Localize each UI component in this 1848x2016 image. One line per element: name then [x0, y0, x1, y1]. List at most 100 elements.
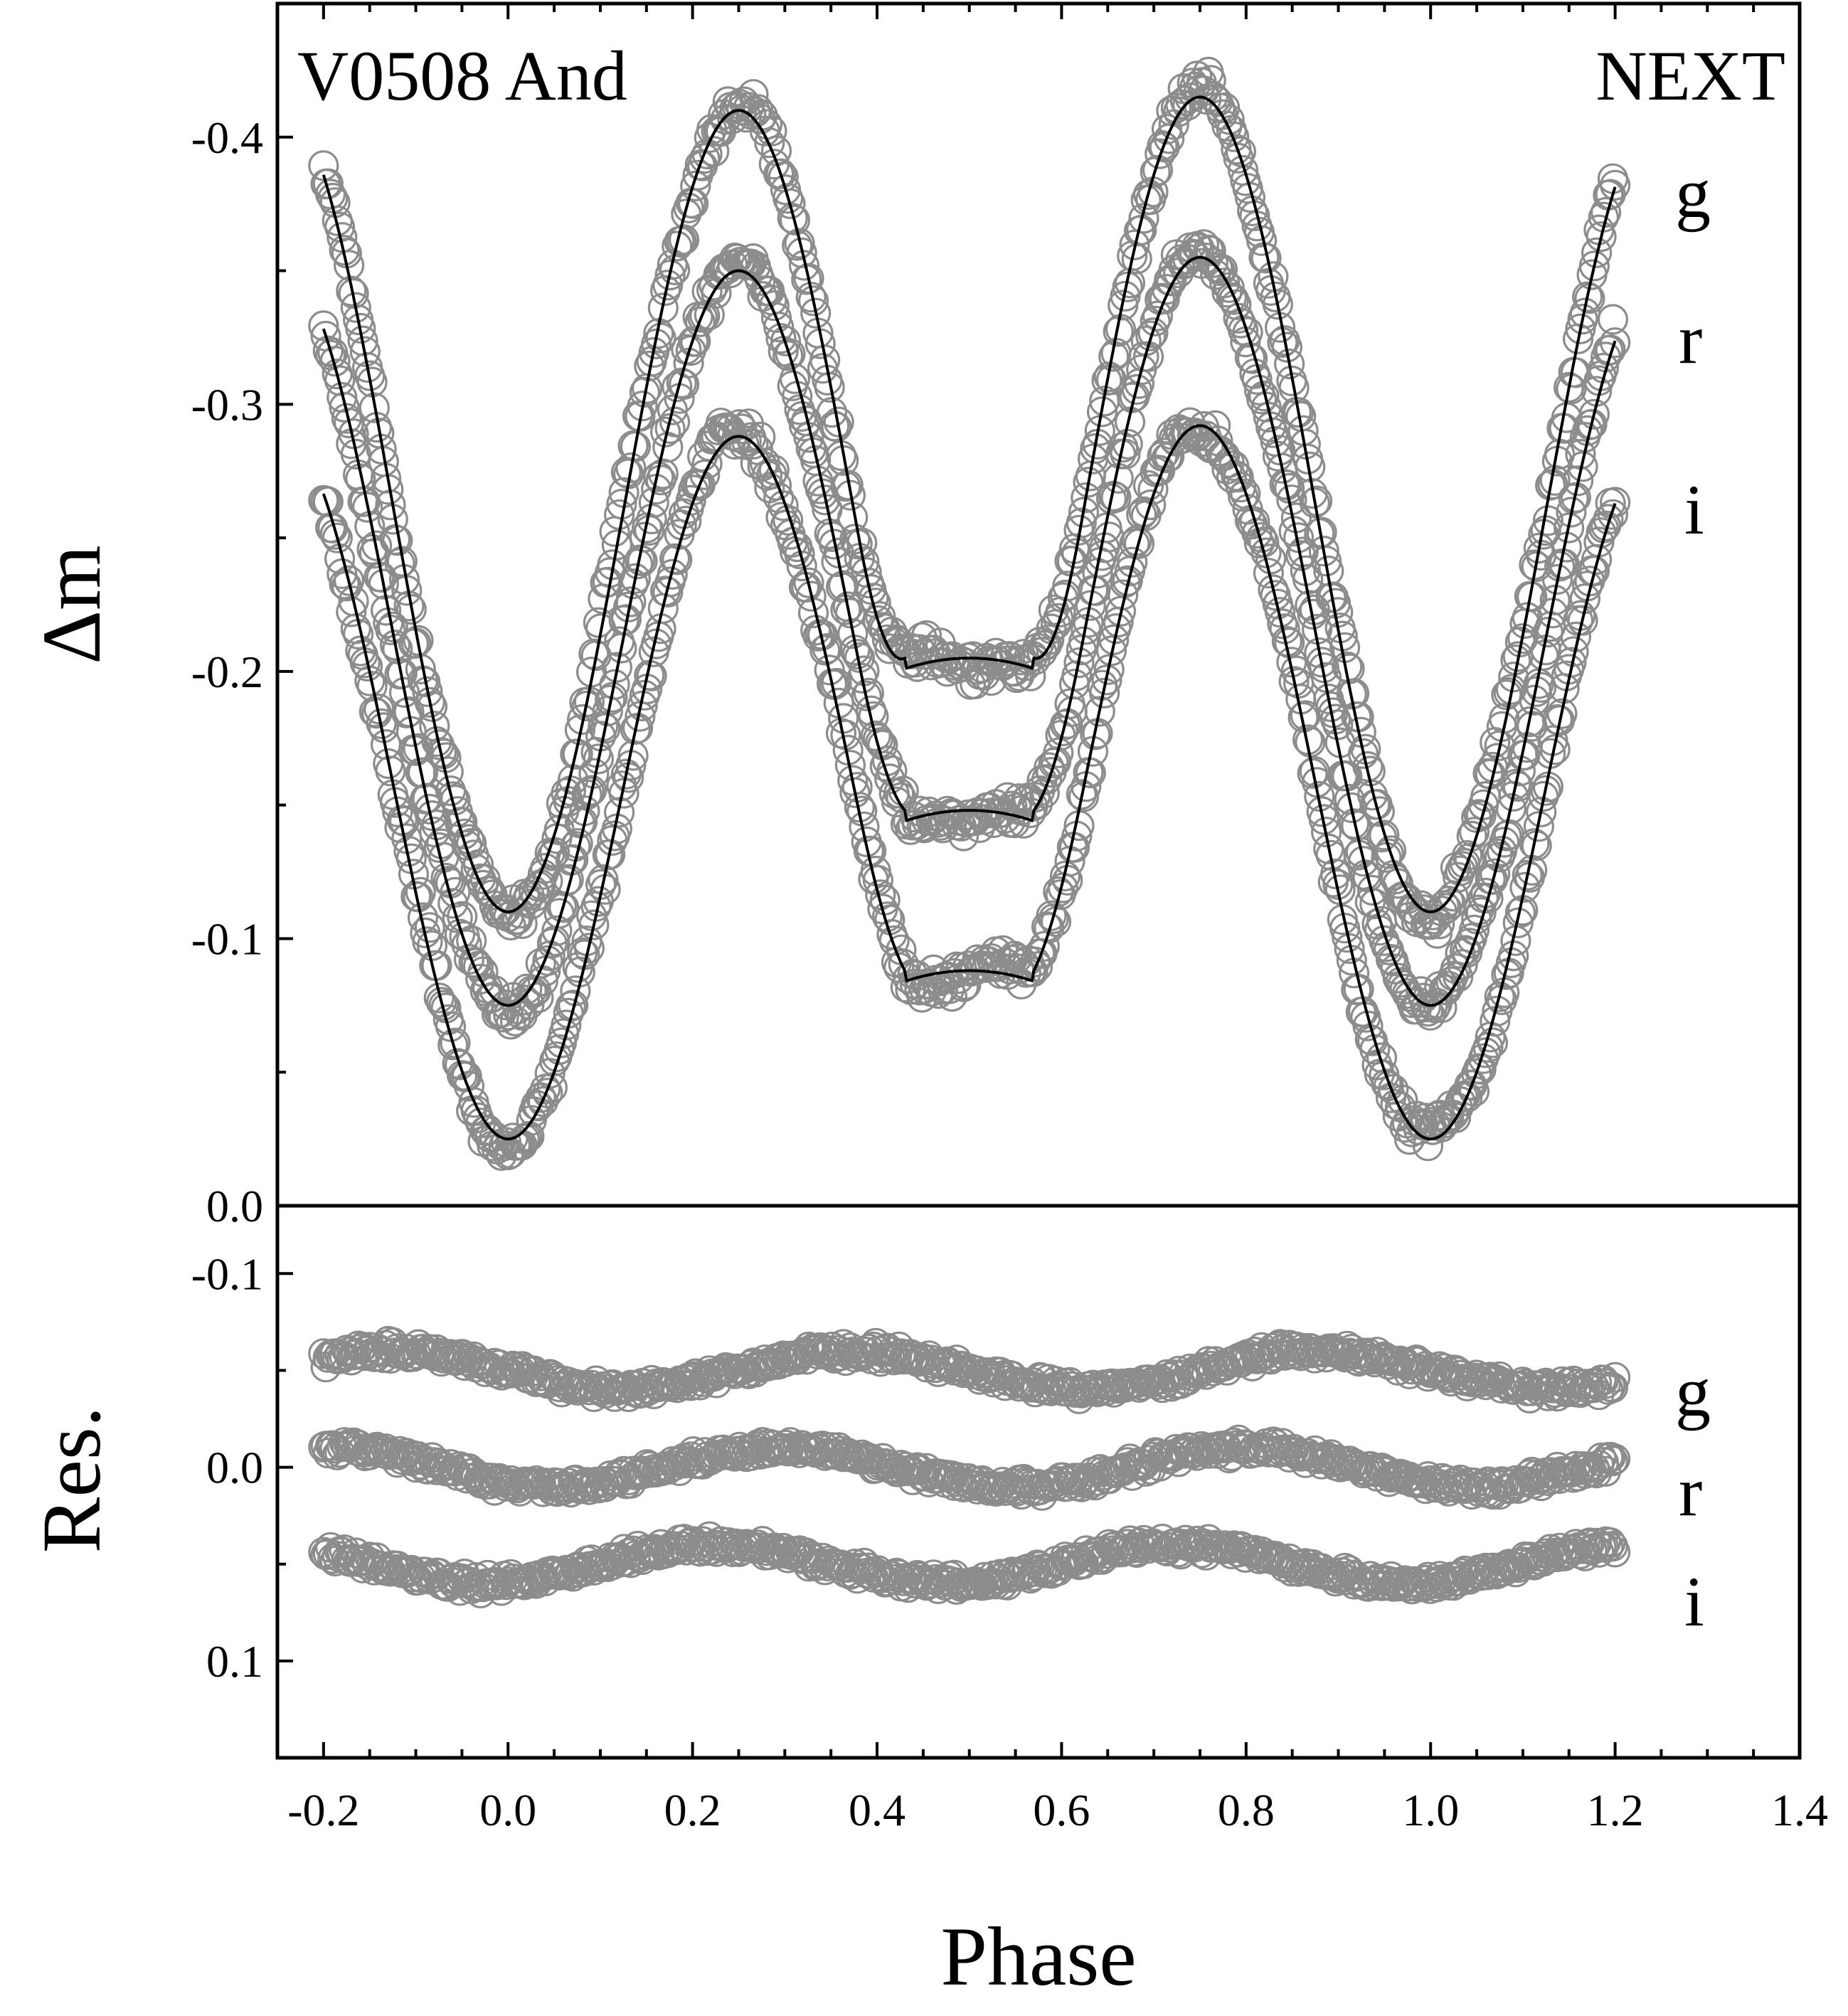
data-point: [1117, 546, 1148, 578]
lower-panel-frame: [275, 1204, 1802, 1760]
residual-point: [423, 1448, 455, 1479]
data-point: [1461, 1058, 1492, 1090]
residual-point: [486, 1575, 517, 1606]
data-point: [671, 505, 702, 537]
data-point: [1234, 181, 1266, 213]
data-point: [414, 912, 445, 943]
data-point: [382, 633, 413, 664]
data-point: [775, 188, 806, 219]
x-tick-label: 1.2: [1587, 1785, 1644, 1835]
data-point: [1558, 636, 1589, 667]
residual-point: [860, 1557, 891, 1588]
data-point: [407, 902, 439, 933]
data-point: [1066, 507, 1097, 539]
data-point: [1089, 677, 1120, 709]
residual-point: [1419, 1568, 1450, 1599]
data-point: [1151, 442, 1183, 474]
data-point: [558, 990, 589, 1021]
data-point: [1304, 780, 1335, 812]
data-point: [666, 367, 697, 399]
data-point: [1332, 922, 1363, 953]
data-point: [689, 143, 721, 174]
data-point: [775, 338, 806, 369]
data-point: [659, 406, 691, 437]
data-point: [1591, 196, 1622, 228]
residual-point: [1600, 1537, 1631, 1568]
data-point: [1463, 894, 1494, 925]
data-point: [860, 720, 891, 752]
data-point: [1253, 558, 1285, 589]
data-point: [1098, 624, 1130, 656]
data-point: [1600, 327, 1631, 359]
data-point: [370, 728, 402, 760]
data-point: [1310, 817, 1342, 848]
data-point: [1334, 933, 1365, 965]
data-point: [788, 250, 820, 281]
data-point: [772, 504, 804, 536]
data-point: [760, 469, 792, 501]
data-point: [1195, 65, 1226, 96]
data-point: [821, 667, 852, 699]
data-point: [536, 928, 568, 959]
data-point: [1063, 647, 1095, 679]
data-point: [1043, 876, 1074, 908]
data-point: [1356, 874, 1388, 906]
residual-point: [1040, 1366, 1072, 1397]
source-label: NEXT: [1595, 36, 1785, 115]
data-point: [634, 350, 665, 382]
data-point: [575, 775, 607, 806]
data-point: [603, 797, 635, 828]
lower-band-label-i: i: [1684, 1562, 1704, 1641]
data-point: [1214, 272, 1245, 303]
data-point: [1267, 452, 1298, 484]
data-point: [947, 971, 979, 1002]
data-point: [1366, 906, 1398, 937]
data-point: [1369, 819, 1400, 851]
data-point: [662, 230, 693, 262]
upper-band-label-g: g: [1675, 154, 1711, 233]
residual-point: [484, 1349, 515, 1381]
data-point: [1567, 605, 1598, 636]
data-point: [1091, 664, 1122, 696]
data-point: [601, 652, 633, 683]
data-point: [375, 755, 406, 787]
data-point: [869, 750, 901, 782]
data-point: [1470, 1037, 1502, 1068]
data-point: [1541, 563, 1573, 595]
data-point: [388, 677, 420, 709]
data-point: [918, 803, 950, 834]
data-point: [366, 708, 397, 740]
data-point: [1308, 804, 1339, 835]
data-point: [1271, 625, 1303, 657]
data-point: [1036, 900, 1067, 931]
data-point: [1021, 951, 1053, 982]
data-point: [308, 150, 339, 181]
data-point: [1371, 1068, 1402, 1100]
data-point: [1315, 839, 1347, 871]
data-point: [738, 428, 769, 460]
data-point: [1253, 401, 1285, 433]
data-point: [359, 392, 390, 423]
data-point: [1276, 647, 1307, 678]
data-point: [368, 568, 399, 600]
data-point: [1480, 858, 1511, 889]
residual-point: [1597, 1445, 1628, 1477]
data-point: [728, 429, 760, 460]
data-point: [1031, 764, 1063, 795]
x-axis-title: Phase: [940, 1910, 1136, 2003]
data-point: [573, 933, 605, 964]
data-point: [1017, 956, 1048, 987]
data-point: [1310, 546, 1342, 577]
data-point: [1112, 271, 1143, 302]
data-point: [1544, 551, 1576, 582]
data-point: [823, 406, 854, 437]
lower-y-tick-label: -0.1: [191, 1248, 263, 1299]
data-point: [1271, 469, 1303, 501]
data-point: [1218, 284, 1250, 315]
data-point: [871, 901, 903, 933]
data-point: [795, 580, 827, 612]
data-point: [534, 940, 565, 972]
data-point: [844, 792, 876, 823]
data-point: [652, 576, 684, 608]
data-point: [1095, 635, 1127, 667]
